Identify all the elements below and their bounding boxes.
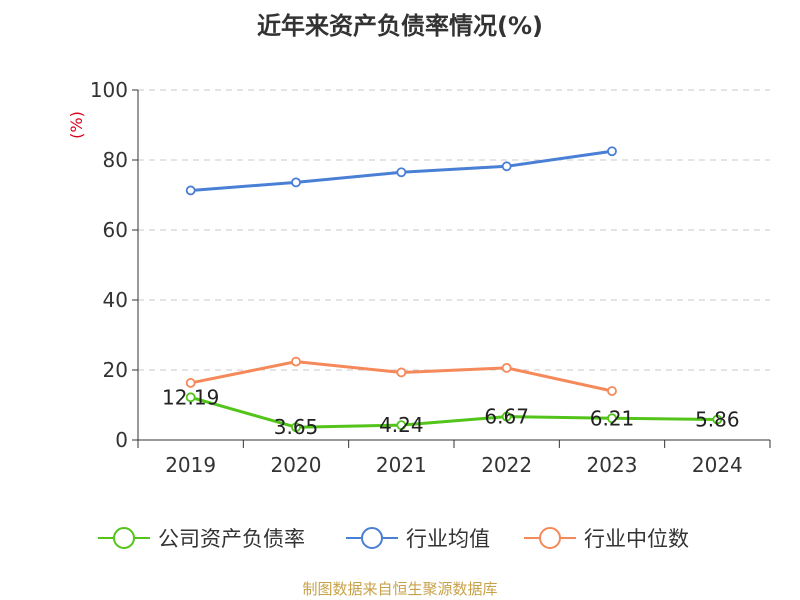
source-note: 制图数据来自恒生聚源数据库	[302, 580, 498, 598]
y-tick-label: 60	[103, 218, 128, 242]
y-tick-label: 40	[103, 288, 128, 312]
data-point	[185, 185, 196, 196]
x-tick-label: 2023	[587, 453, 638, 477]
legend-label: 公司资产负债率	[158, 527, 305, 551]
legend-label: 行业中位数	[584, 527, 689, 551]
data-point	[291, 356, 301, 367]
legend-item[interactable]: 行业均值	[346, 527, 490, 551]
legend-label: 行业均值	[406, 527, 490, 551]
x-tick-label: 2022	[481, 453, 532, 477]
data-label: 4.24	[379, 413, 424, 437]
data-point	[607, 413, 617, 424]
data-point	[291, 177, 301, 188]
data-label: 6.21	[590, 406, 635, 430]
legend-marker-icon	[539, 527, 561, 549]
data-point	[712, 414, 723, 425]
grid-lines	[138, 89, 770, 371]
data-label: 12.19	[162, 385, 219, 409]
data-label: 3.65	[274, 415, 319, 439]
y-tick-label: 100	[90, 78, 128, 102]
legend[interactable]: 公司资产负债率 行业均值 行业中位数	[98, 527, 689, 551]
data-point	[185, 378, 196, 388]
data-point	[291, 422, 301, 433]
axes: 0 20 40 60 80 100(%) 2019 2020 2021 2022 2023 2024	[67, 78, 771, 477]
chart-title: 近年来资产负债率情况(%)	[257, 12, 543, 40]
data-point	[396, 367, 407, 378]
data-label: 5.86	[695, 407, 740, 431]
data-point	[396, 167, 407, 178]
series-lines	[185, 146, 723, 433]
y-tick-label: 0	[115, 428, 128, 452]
data-point	[501, 362, 512, 373]
x-tick-label: 2019	[165, 453, 216, 477]
x-tick-label: 2024	[692, 453, 743, 477]
data-point	[501, 161, 512, 172]
x-tick-label: 2020	[271, 453, 322, 477]
y-axis-unit-label: (%)	[67, 111, 86, 139]
y-tick-label: 80	[103, 148, 128, 172]
legend-item[interactable]: 行业中位数	[524, 527, 689, 551]
data-point	[607, 146, 617, 157]
y-tick-label: 20	[103, 358, 128, 382]
data-point	[396, 420, 407, 431]
data-label: 6.67	[484, 405, 529, 429]
data-point	[185, 392, 196, 403]
data-point	[607, 386, 617, 396]
legend-marker-icon	[113, 527, 135, 549]
legend-marker-icon	[361, 527, 383, 549]
data-point	[501, 411, 512, 422]
legend-item[interactable]: 公司资产负债率	[98, 527, 305, 551]
series-line	[190, 395, 718, 429]
x-tick-label: 2021	[376, 453, 427, 477]
data-labels: 12.19 3.65 4.24 6.67 6.21 5.86	[162, 385, 740, 439]
